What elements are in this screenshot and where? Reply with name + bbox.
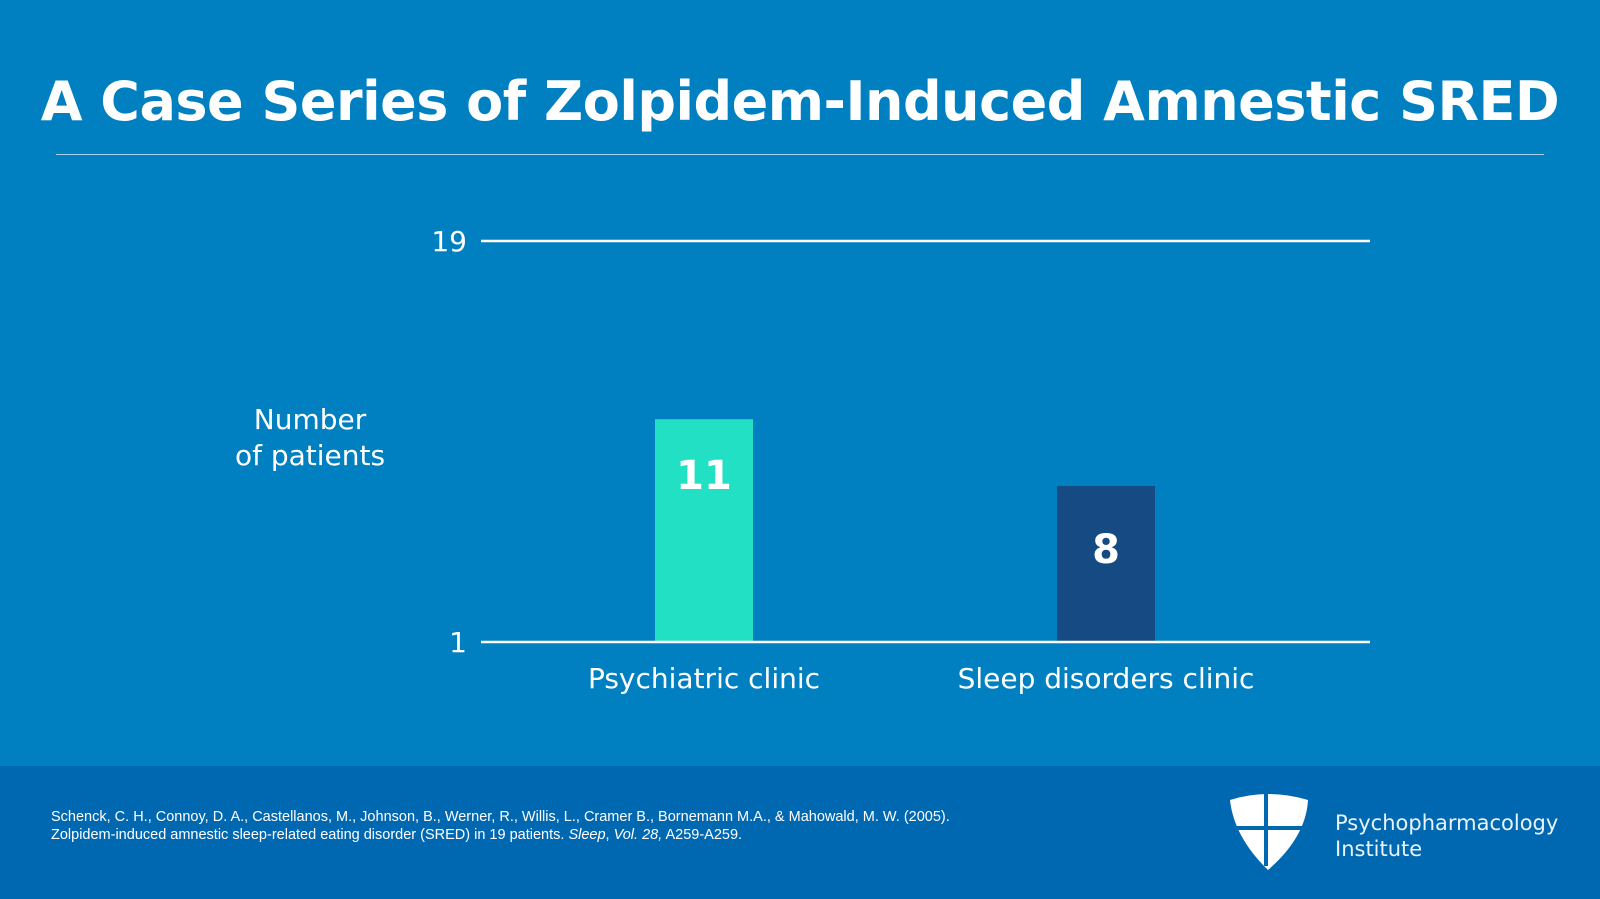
bar-1: [1057, 486, 1155, 642]
y-axis-label-line1: Number: [253, 403, 367, 436]
footer: Schenck, C. H., Connoy, D. A., Castellan…: [0, 766, 1600, 899]
shield-logo-icon: [1230, 794, 1308, 870]
bar-chart: 11 Psychiatric clinic 8 Sleep disorders cli…: [431, 225, 1370, 695]
y-tick-label-1: 19: [431, 225, 467, 258]
data-label-0: 11: [676, 453, 732, 499]
brand-name: Psychopharmacology Institute: [1335, 810, 1558, 862]
citation-journal: Sleep: [568, 827, 606, 843]
y-axis-label: Number of patients: [200, 402, 420, 474]
x-tick-label-0: Psychiatric clinic: [588, 662, 820, 695]
bar-0: [655, 419, 753, 642]
y-tick-label-0: 1: [449, 626, 467, 659]
x-tick-label-1: Sleep disorders clinic: [958, 662, 1255, 695]
slide-title: A Case Series of Zolpidem-Induced Amnest…: [40, 70, 1560, 133]
citation-line-2: Zolpidem-induced amnestic sleep-related …: [51, 826, 950, 844]
citation-line-1: Schenck, C. H., Connoy, D. A., Castellan…: [51, 809, 950, 825]
data-label-1: 8: [1092, 527, 1120, 573]
title-divider: [56, 154, 1544, 155]
brand-line-2: Institute: [1335, 837, 1423, 861]
citation-text: Zolpidem-induced amnestic sleep-related …: [51, 827, 569, 843]
citation-sep: ,: [605, 827, 614, 843]
citation-volume: Vol. 28,: [613, 827, 663, 843]
citation: Schenck, C. H., Connoy, D. A., Castellan…: [51, 808, 950, 844]
citation-pages: A259-A259.: [662, 827, 743, 843]
brand-line-1: Psychopharmacology: [1335, 811, 1559, 835]
y-axis-label-line2: of patients: [234, 439, 386, 472]
